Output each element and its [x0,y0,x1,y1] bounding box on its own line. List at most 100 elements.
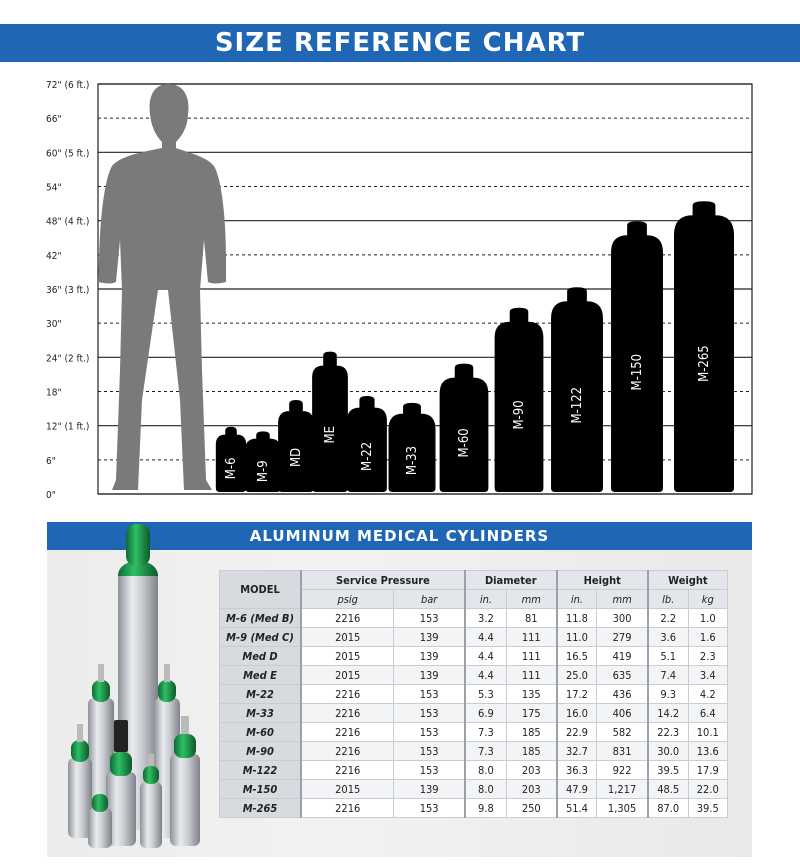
y-tick-label: 18" [46,388,62,399]
unit-height-mm: mm [596,589,649,609]
cylinder-label: M-9 [256,460,271,482]
value-cell: 922 [596,760,649,780]
value-cell: 1.0 [687,608,729,628]
value-cell: 8.0 [463,760,507,780]
table-row: Med E 2015 139 4.4 111 25.0 635 7.4 3.4 [219,665,729,685]
model-cell: M-6 (Med B) [219,608,302,628]
value-cell: 6.4 [687,703,729,723]
cylinder-shape [439,363,489,492]
cylinder-bar-m-265: M-265 [674,201,734,493]
value-cell: 139 [393,646,466,666]
value-cell: 279 [596,627,649,647]
y-axis: 0" 6" 12" (1 ft.) 18" 24" (2 ft.) 30" 36" (3 f… [46,80,89,501]
unit-height-in: in. [555,589,598,609]
y-tick-label: 30" [46,319,62,330]
cylinder-label: MD [289,448,304,467]
value-cell: 3.6 [646,627,689,647]
value-cell: 153 [393,703,466,723]
header-model: MODEL [219,570,302,609]
value-cell: 139 [393,627,466,647]
cylinder-bar-m-9: M-9 [245,431,281,492]
y-tick-label: 0" [46,490,56,501]
cylinder-label: M-60 [457,428,472,457]
front-cylinder-1 [68,724,92,838]
model-cell: M-90 [219,741,302,761]
value-cell: 300 [596,608,649,628]
y-tick-label: 12" (1 ft.) [46,422,89,433]
cylinder-shape [312,351,348,492]
table-row: M-9 (Med C) 2015 139 4.4 111 11.0 279 3.6 1.6 [219,627,729,647]
unit-kg: kg [687,589,729,609]
value-cell: 87.0 [646,798,689,818]
value-cell: 17.2 [555,684,598,704]
panel-title: ALUMINUM MEDICAL CYLINDERS [47,522,752,550]
y-tick-label: 24" (2 ft.) [46,353,89,364]
unit-psig: psig [300,589,395,609]
value-cell: 2216 [300,741,395,761]
model-cell: M-150 [219,779,302,799]
value-cell: 2216 [300,760,395,780]
table-row: Med D 2015 139 4.4 111 16.5 419 5.1 2.3 [219,646,729,666]
value-cell: 135 [505,684,558,704]
value-cell: 7.4 [646,665,689,685]
unit-lb: lb. [646,589,689,609]
header-diameter: Diameter [463,570,558,590]
value-cell: 22.0 [687,779,729,799]
value-cell: 10.1 [687,722,729,742]
cylinder-label: M-33 [405,446,420,475]
model-cell: Med D [219,646,302,666]
table-row: M-90 2216 153 7.3 185 32.7 831 30.0 13.6 [219,741,729,761]
y-tick-label: 54" [46,183,62,194]
value-cell: 25.0 [555,665,598,685]
value-cell: 4.2 [687,684,729,704]
cylinder-bar-md: MD [278,400,314,492]
cylinder-bar-m-6: M-6 [215,426,247,492]
table-header-row: MODEL Service Pressure Diameter Height W… [219,570,728,609]
value-cell: 5.3 [463,684,507,704]
value-cell: 203 [505,760,558,780]
table-row: M-6 (Med B) 2216 153 3.2 81 11.8 300 2.2 1.0 [219,608,729,628]
value-cell: 2216 [300,722,395,742]
value-cell: 2216 [300,798,395,818]
value-cell: 153 [393,760,466,780]
unit-bar: bar [393,589,466,609]
value-cell: 6.9 [463,703,507,723]
cylinder-bar-m-150: M-150 [611,221,663,492]
value-cell: 3.2 [463,608,507,628]
cylinder-shape [215,426,247,492]
value-cell: 4.4 [463,627,507,647]
value-cell: 7.3 [463,741,507,761]
value-cell: 831 [596,741,649,761]
value-cell: 9.8 [463,798,507,818]
size-reference-chart: 0" 6" 12" (1 ft.) 18" 24" (2 ft.) 30" 36" (3 f… [46,80,753,501]
table-row: M-122 2216 153 8.0 203 36.3 922 39.5 17.9 [219,760,729,780]
value-cell: 8.0 [463,779,507,799]
cylinders-photo [68,524,200,848]
value-cell: 30.0 [646,741,689,761]
value-cell: 9.3 [646,684,689,704]
header-weight: Weight [646,570,728,590]
unit-in: in. [463,589,507,609]
model-cell: Med E [219,665,302,685]
model-cell: M-60 [219,722,302,742]
person-silhouette-icon [98,84,226,490]
model-cell: M-33 [219,703,302,723]
cylinder-shape [278,400,314,492]
unit-mm: mm [505,589,558,609]
cylinder-label: M-265 [697,345,712,382]
value-cell: 185 [505,722,558,742]
value-cell: 111 [505,627,558,647]
person-silhouette [98,84,226,490]
value-cell: 11.0 [555,627,598,647]
y-tick-label: 36" (3 ft.) [46,285,89,296]
cylinder-label: ME [323,426,338,443]
value-cell: 81 [505,608,558,628]
value-cell: 153 [393,741,466,761]
value-cell: 5.1 [646,646,689,666]
table-row: M-150 2015 139 8.0 203 47.9 1,217 48.5 22.0 [219,779,729,799]
value-cell: 139 [393,779,466,799]
cylinder-shape [551,287,603,492]
table-units-row: psig bar in. mm in. mm lb. kg [220,589,729,609]
front-cylinder-4 [88,794,112,848]
cylinder-bar-m-22: M-22 [347,396,387,492]
